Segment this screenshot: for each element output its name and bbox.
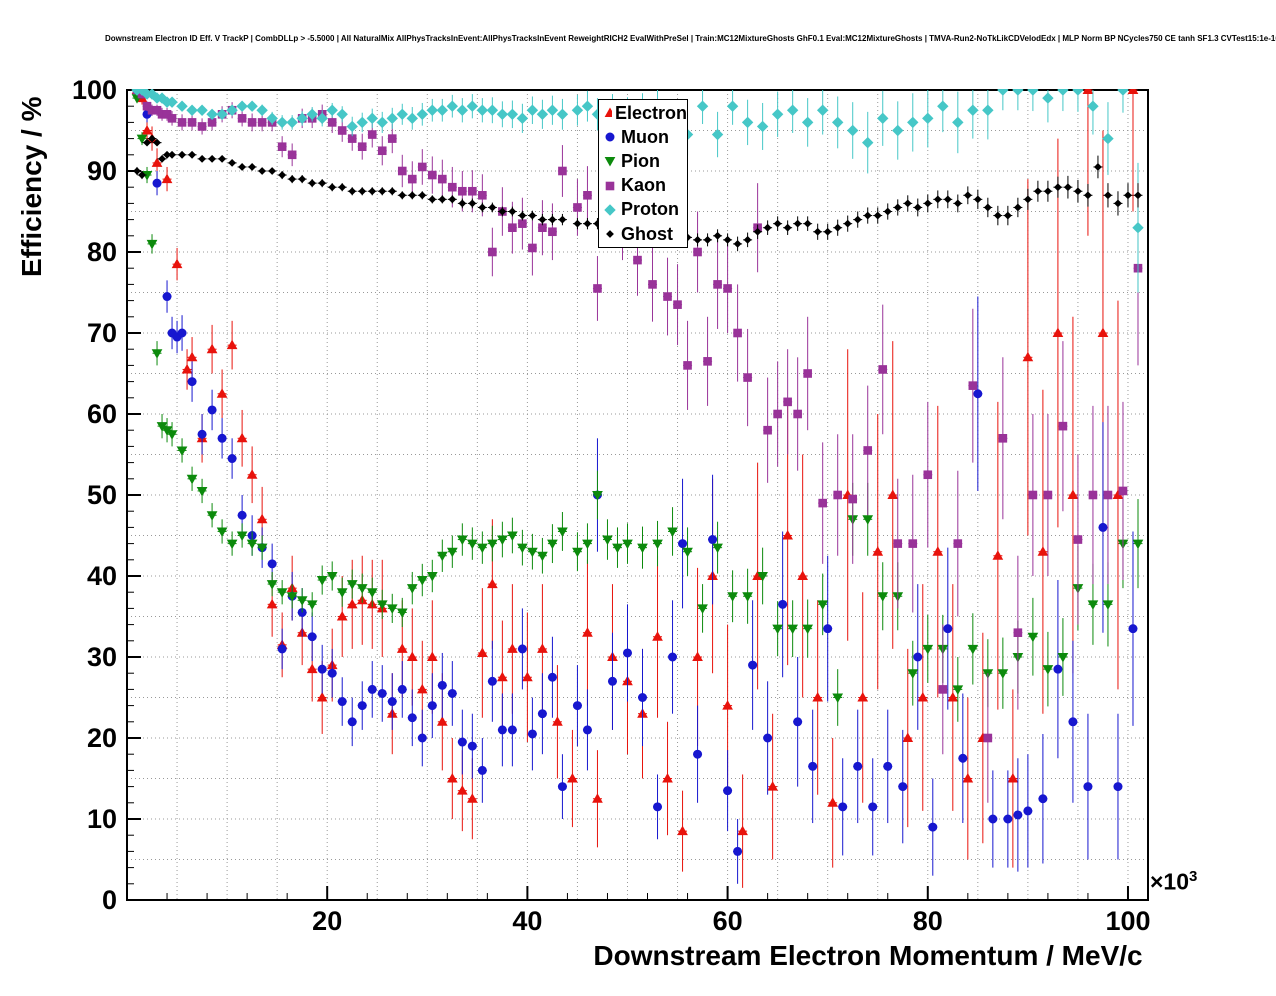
legend-item-pion: Pion (599, 149, 687, 173)
legend-label: Muon (621, 126, 669, 147)
legend-item-kaon: Kaon (599, 174, 687, 198)
legend-item-ghost: Ghost (599, 222, 687, 246)
x-multiplier-base: ×10 (1150, 868, 1190, 895)
y-tick-label: 30 (87, 642, 117, 672)
y-tick-label: 70 (87, 318, 117, 348)
series-kaon (132, 89, 1143, 803)
y-axis-title: Efficiency / % (16, 96, 47, 277)
legend: Electron Muon Pion Kaon Proton Ghost (598, 99, 688, 249)
x-axis-title: Downstream Electron Momentum / MeV/c (593, 940, 1143, 971)
y-tick-label: 10 (87, 804, 117, 834)
x-multiplier-exponent: 3 (1189, 868, 1198, 885)
muon-marker-icon (605, 132, 615, 142)
y-tick-label: 50 (87, 480, 117, 510)
series-ghost (132, 134, 1143, 252)
legend-label: Kaon (621, 175, 666, 196)
x-tick-label: 100 (1105, 906, 1150, 936)
kaon-marker-icon (605, 181, 615, 190)
legend-label: Ghost (621, 223, 673, 244)
y-tick-label: 90 (87, 156, 117, 186)
pion-marker-icon (604, 157, 616, 167)
x-tick-label: 40 (512, 906, 542, 936)
y-tick-label: 100 (72, 75, 117, 105)
x-tick-label: 20 (312, 906, 342, 936)
legend-label: Pion (621, 150, 660, 171)
x-tick-label: 80 (913, 906, 943, 936)
legend-item-proton: Proton (599, 198, 687, 222)
legend-item-muon: Muon (599, 125, 687, 149)
y-tick-label: 0 (102, 885, 117, 915)
y-tick-label: 40 (87, 561, 117, 591)
ghost-marker-icon (606, 230, 614, 238)
legend-label: Electron (614, 102, 687, 123)
x-tick-label: 60 (713, 906, 743, 936)
y-tick-label: 60 (87, 399, 117, 429)
x-axis-multiplier: ×103 (1150, 868, 1197, 896)
proton-marker-icon (604, 204, 616, 216)
y-tick-label: 80 (87, 237, 117, 267)
plot-title: Downstream Electron ID Eff. V TrackP | C… (105, 34, 1276, 43)
y-tick-label: 20 (87, 723, 117, 753)
electron-marker-icon (604, 107, 612, 118)
legend-label: Proton (621, 199, 679, 220)
legend-item-electron: Electron (599, 101, 687, 125)
